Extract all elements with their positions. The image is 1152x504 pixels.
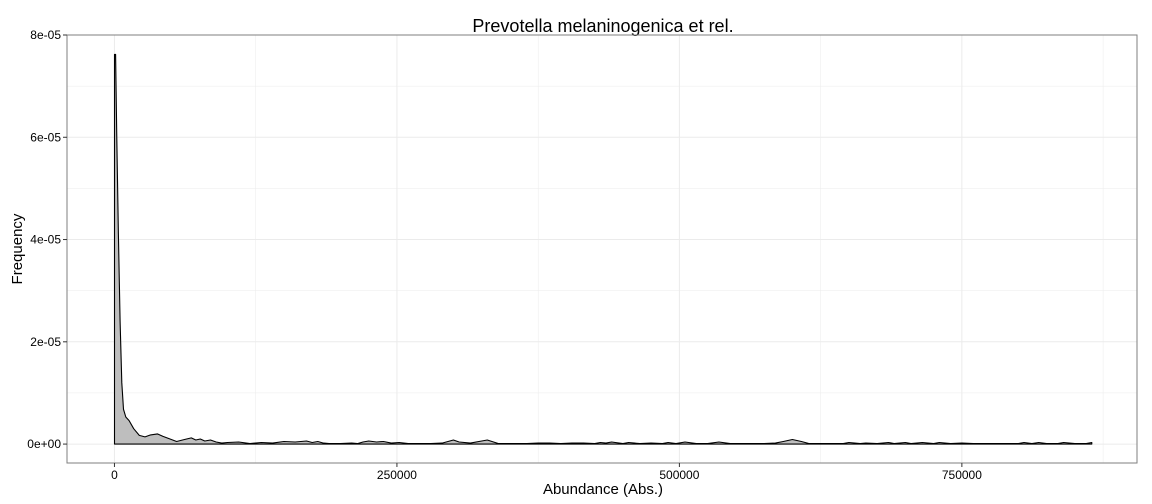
- y-tick-label: 8e-05: [30, 28, 61, 42]
- x-axis-title: Abundance (Abs.): [543, 481, 663, 498]
- x-tick-label: 250000: [377, 468, 417, 482]
- chart-title: Prevotella melaninogenica et rel.: [472, 16, 733, 36]
- y-axis: 0e+00 2e-05 4e-05 6e-05 8e-05: [27, 28, 67, 451]
- y-tick-label: 0e+00: [27, 437, 61, 451]
- x-axis: 0 250000 500000 750000: [111, 463, 982, 482]
- x-tick-label: 0: [111, 468, 118, 482]
- x-tick-label: 750000: [942, 468, 982, 482]
- y-tick-label: 6e-05: [30, 130, 61, 144]
- plot-area: [113, 53, 1093, 445]
- y-tick-label: 4e-05: [30, 233, 61, 247]
- y-axis-title: Frequency: [9, 213, 26, 284]
- x-tick-label: 500000: [659, 468, 699, 482]
- density-area: [114, 54, 1092, 445]
- density-line: [113, 53, 1093, 445]
- panel-border: [66, 34, 1138, 464]
- y-tick-label: 2e-05: [30, 335, 61, 349]
- grid-lines: [67, 34, 1137, 463]
